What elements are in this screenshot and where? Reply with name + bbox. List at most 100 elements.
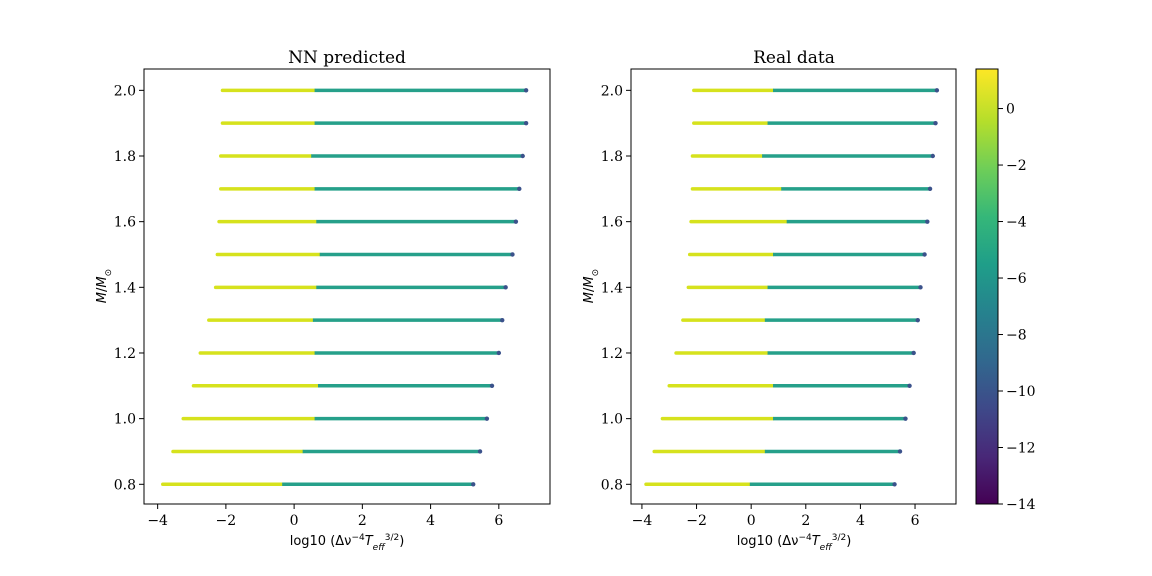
track-end-point [927,186,933,192]
y-axis-ticks: 0.8 1.0 1.2 1.4 1.6 1.8 2.0 [114,83,144,493]
track-end-point [517,186,522,192]
x-tick-label: −2 [216,513,237,529]
track-m0.8 [161,482,476,487]
track-end-point [523,120,529,126]
plot-frame [630,68,957,505]
track-end-point [503,285,508,290]
track-m1.5 [687,252,927,257]
y-tick-label: 1.6 [114,215,136,231]
x-tick-label: 2 [801,513,810,529]
colorbar-tick-label: −12 [1006,441,1036,457]
track-m0.9 [652,449,903,454]
track-end-point [477,449,483,454]
track-m1.3 [681,317,920,323]
x-axis-ticks: −4 −2 0 2 4 6 [632,504,920,529]
plot-frame [143,68,551,505]
track-m2 [220,88,529,93]
track-m0.9 [171,449,483,454]
track-m1.8 [219,153,525,159]
x-tick-label: 0 [747,513,756,529]
track-m1 [181,416,490,421]
track-end-point [903,416,908,421]
colorbar-ticks: 0 −2 −4 −6 −8 −10 −12 −14 [998,102,1036,513]
track-end-point [907,383,912,389]
track-m1.8 [690,153,935,159]
track-m1.4 [213,285,508,290]
y-tick-label: 1.8 [114,149,136,165]
y-tick-label: 1.6 [601,215,623,231]
y-axis-label: M/M⊙ [95,269,114,303]
track-end-point [510,252,515,257]
y-tick-label: 2.0 [114,83,136,99]
track-end-point [925,219,930,224]
track-m1.3 [207,317,505,323]
track-end-point [933,120,938,126]
track-m1.1 [667,383,912,389]
y-tick-label: 1.8 [601,149,623,165]
x-tick-label: 6 [911,513,920,529]
track-end-point [922,252,927,257]
colorbar-tick-label: −4 [1006,215,1027,231]
colorbar: 0 −2 −4 −6 −8 −10 −12 −14 [975,68,1036,513]
x-tick-label: 4 [426,513,435,529]
plot-nn-predicted: NN predicted −4 −2 0 2 4 6 0.8 1.0 1.2 1.4 1.6 1.8… [95,48,551,553]
track-m1.4 [686,285,923,290]
y-tick-label: 1.2 [114,346,136,362]
track-end-point [934,88,940,93]
y-axis-label: M/M⊙ [582,269,601,303]
y-tick-label: 0.8 [114,477,136,493]
track-end-point [918,285,923,290]
track-end-point [520,153,525,159]
track-m2 [692,88,940,93]
x-axis-ticks: −4 −2 0 2 4 6 [147,504,503,529]
y-tick-label: 2.0 [601,83,623,99]
x-axis-label: log10 (Δν−4Teff3/2) [737,533,852,553]
colorbar-tick-label: −8 [1006,328,1027,344]
track-m1.9 [220,120,529,126]
track-m1.9 [692,120,938,126]
y-axis-ticks: 0.8 1.0 1.2 1.4 1.6 1.8 2.0 [601,83,631,493]
colorbar-gradient [975,68,999,505]
track-end-point [523,88,529,93]
track-m1.5 [215,252,515,257]
x-tick-label: 2 [358,513,367,529]
y-tick-label: 1.0 [601,412,623,428]
y-tick-label: 0.8 [601,477,623,493]
chart-title: Real data [753,48,835,68]
y-tick-label: 1.4 [601,280,623,296]
track-m1.2 [674,350,916,356]
track-m0.8 [644,482,897,487]
track-end-point [513,219,519,224]
data-tracks [644,88,940,487]
chart-title: NN predicted [288,48,406,68]
x-tick-label: −2 [686,513,707,529]
x-tick-label: 4 [856,513,865,529]
track-m1.6 [217,219,519,224]
x-tick-label: 0 [290,513,299,529]
colorbar-tick-label: 0 [1006,102,1015,118]
track-m1.6 [689,219,930,224]
colorbar-tick-label: −6 [1006,271,1027,287]
colorbar-tick-label: −14 [1006,497,1036,513]
track-m1 [660,416,908,421]
track-end-point [892,482,897,487]
x-axis-label: log10 (Δν−4Teff3/2) [290,533,405,553]
colorbar-tick-label: −2 [1006,158,1027,174]
track-m1.1 [191,383,495,389]
track-end-point [915,317,920,323]
track-m1.7 [690,186,933,192]
track-end-point [471,482,476,487]
track-m1.7 [219,186,522,192]
y-tick-label: 1.4 [114,280,136,296]
y-tick-label: 1.0 [114,412,136,428]
y-tick-label: 1.2 [601,346,623,362]
track-end-point [930,153,935,159]
track-end-point [484,416,490,421]
x-tick-label: 6 [494,513,503,529]
track-end-point [500,317,505,323]
x-tick-label: −4 [147,513,168,529]
track-end-point [911,350,916,356]
plot-real-data: Real data −4 −2 0 2 4 6 0.8 1.0 1.2 1.4 1.6 1.8 2.0… [582,48,957,553]
data-tracks [161,88,529,487]
